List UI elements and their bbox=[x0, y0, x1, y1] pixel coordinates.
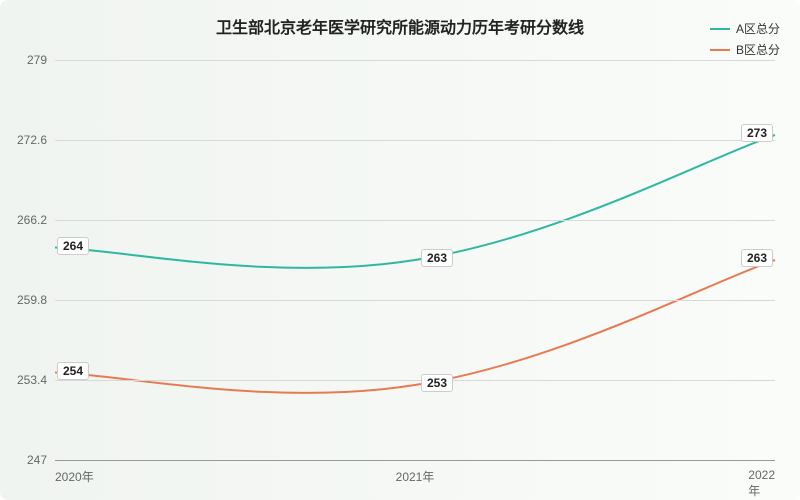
x-tick-label: 2021年 bbox=[396, 460, 435, 485]
legend-swatch-b bbox=[710, 49, 730, 51]
chart-container: 卫生部北京老年医学研究所能源动力历年考研分数线 A区总分 B区总分 247253… bbox=[0, 0, 800, 500]
y-tick-label: 279 bbox=[27, 53, 55, 67]
x-tick-label: 2022年 bbox=[748, 460, 775, 499]
point-label: 254 bbox=[57, 362, 89, 380]
y-tick-label: 259.8 bbox=[17, 293, 55, 307]
legend-item-b: B区总分 bbox=[710, 41, 780, 58]
series-line bbox=[55, 135, 775, 268]
y-tick-label: 266.2 bbox=[17, 213, 55, 227]
y-tick-label: 253.4 bbox=[17, 373, 55, 387]
legend-swatch-a bbox=[710, 28, 730, 30]
point-label: 263 bbox=[741, 249, 773, 267]
grid-line bbox=[55, 140, 775, 141]
legend: A区总分 B区总分 bbox=[710, 20, 780, 62]
grid-line bbox=[55, 60, 775, 61]
legend-label-b: B区总分 bbox=[736, 41, 780, 58]
point-label: 263 bbox=[421, 249, 453, 267]
chart-title: 卫生部北京老年医学研究所能源动力历年考研分数线 bbox=[216, 14, 584, 38]
point-label: 264 bbox=[57, 237, 89, 255]
legend-item-a: A区总分 bbox=[710, 20, 780, 37]
point-label: 253 bbox=[421, 374, 453, 392]
x-tick-label: 2020年 bbox=[55, 460, 94, 485]
grid-line bbox=[55, 300, 775, 301]
y-tick-label: 247 bbox=[27, 453, 55, 467]
chart-lines-svg bbox=[55, 60, 775, 460]
point-label: 273 bbox=[741, 124, 773, 142]
series-line bbox=[55, 260, 775, 393]
y-tick-label: 272.6 bbox=[17, 133, 55, 147]
legend-label-a: A区总分 bbox=[736, 20, 780, 37]
plot-area: 247253.4259.8266.2272.62792020年2021年2022… bbox=[55, 60, 775, 460]
grid-line bbox=[55, 220, 775, 221]
grid-line bbox=[55, 380, 775, 381]
